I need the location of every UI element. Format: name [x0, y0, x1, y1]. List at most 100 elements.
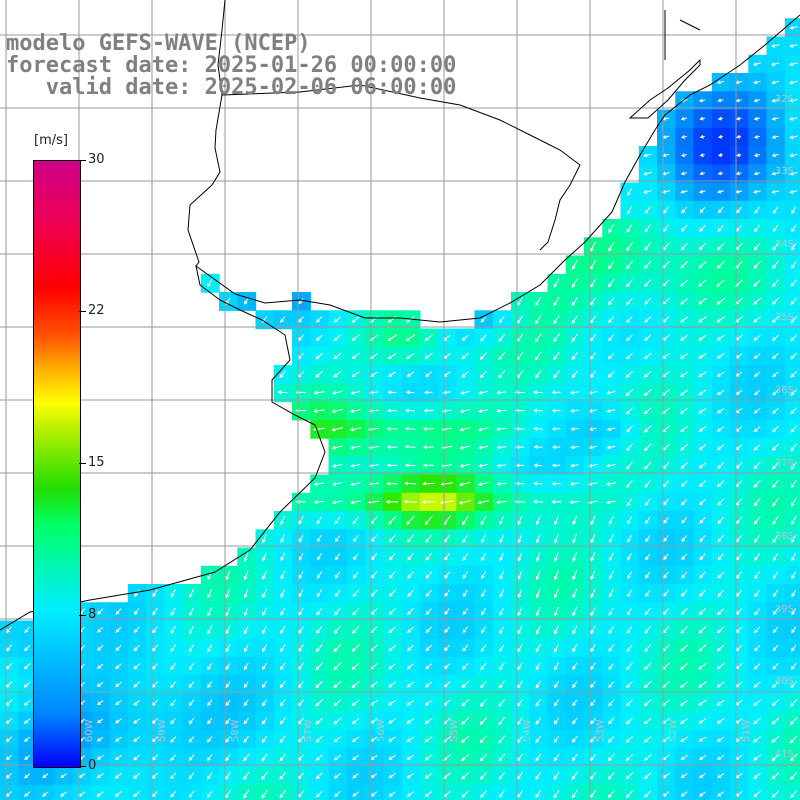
wind-arrow: [315, 644, 323, 653]
wind-arrow: [663, 553, 669, 561]
wind-arrow: [24, 755, 31, 760]
wind-arrow: [791, 206, 797, 215]
wind-arrow: [716, 699, 725, 706]
wind-arrow: [753, 371, 761, 377]
wind-arrow: [406, 718, 415, 724]
wind-arrow: [462, 534, 469, 544]
wind-arrow: [388, 516, 397, 525]
wind-speed-cell: [784, 766, 800, 786]
wind-arrow: [207, 570, 213, 581]
wind-arrow: [533, 481, 543, 486]
wind-arrow: [716, 389, 725, 396]
wind-arrow: [680, 134, 688, 139]
wind-arrow: [6, 644, 12, 652]
wind-arrow: [170, 607, 176, 616]
wind-speed-cell: [730, 602, 749, 622]
colorbar-unit: [m/s]: [34, 133, 68, 148]
wind-arrow: [790, 443, 797, 452]
wind-arrow: [716, 754, 725, 760]
wind-arrow: [625, 699, 633, 707]
wind-arrow: [698, 754, 706, 760]
wind-arrow: [608, 681, 615, 689]
wind-speed-cell: [273, 511, 293, 530]
wind-speed-cell: [237, 602, 257, 622]
wind-speed-cell: [784, 273, 800, 293]
wind-arrow: [498, 753, 506, 762]
wind-arrow: [626, 334, 633, 342]
wind-arrow: [477, 500, 490, 505]
wind-arrow: [424, 371, 433, 377]
wind-arrow: [772, 571, 779, 580]
wind-arrow: [351, 625, 360, 634]
wind-speed-cell: [693, 310, 713, 330]
wind-arrow: [790, 352, 797, 360]
wind-arrow: [279, 699, 286, 707]
wind-arrow: [772, 425, 779, 433]
wind-arrow: [753, 316, 761, 323]
wind-arrow: [789, 25, 798, 30]
wind-arrow: [462, 589, 468, 598]
wind-arrow: [626, 498, 633, 507]
wind-speed-cell: [492, 711, 512, 731]
wind-arrow: [225, 662, 231, 671]
wind-speed-cell: [711, 529, 731, 549]
wind-arrow: [244, 644, 249, 653]
wind-arrow: [698, 389, 707, 396]
wind-speed-cell: [511, 748, 530, 768]
wind-speed-cell: [784, 474, 800, 494]
wind-arrow: [517, 790, 523, 799]
wind-speed-cell: [638, 328, 658, 348]
wind-speed-cell: [292, 675, 311, 695]
wind-arrow: [517, 552, 523, 562]
wind-arrow: [262, 552, 267, 562]
wind-arrow: [644, 498, 651, 506]
wind-arrow: [717, 153, 723, 157]
wind-arrow: [333, 736, 342, 743]
lon-label: 53W: [595, 719, 606, 742]
wind-speed-cell: [328, 638, 348, 658]
wind-speed-cell: [91, 638, 111, 658]
wind-speed-cell: [529, 693, 549, 713]
wind-arrow: [479, 735, 488, 744]
wind-arrow: [772, 407, 779, 414]
wind-arrow: [789, 717, 798, 725]
wind-arrow: [625, 772, 634, 780]
wind-arrow: [498, 680, 505, 689]
wind-arrow: [535, 588, 541, 599]
wind-speed-cell: [784, 438, 800, 457]
wind-arrow: [115, 645, 122, 652]
wind-arrow: [334, 516, 341, 525]
wind-arrow: [716, 736, 725, 742]
wind-arrow: [351, 681, 360, 688]
wind-arrow: [42, 791, 49, 797]
wind-arrow: [626, 461, 633, 470]
wind-speed-cell: [638, 273, 658, 293]
wind-speed-cell: [200, 693, 220, 713]
wind-speed-cell: [602, 346, 622, 366]
wind-arrow: [535, 625, 541, 635]
wind-arrow: [461, 352, 469, 360]
wind-speed-cell: [675, 675, 695, 695]
wind-arrow: [225, 717, 231, 725]
wind-arrow: [407, 552, 414, 561]
wind-speed-cell: [310, 565, 330, 585]
lat-label: 34S: [774, 239, 794, 250]
wind-speed-cell: [456, 346, 476, 366]
wind-arrow: [789, 190, 798, 194]
wind-arrow: [680, 171, 688, 176]
wind-arrow: [115, 663, 122, 670]
wind-arrow: [717, 498, 725, 506]
wind-arrow: [716, 297, 726, 305]
wind-arrow: [480, 644, 487, 652]
wind-arrow: [626, 443, 633, 452]
wind-arrow: [115, 700, 122, 706]
wind-speed-cell: [492, 784, 512, 800]
wind-arrow: [261, 735, 268, 744]
wind-arrow: [625, 735, 634, 743]
wind-arrow: [772, 279, 779, 287]
wind-arrow: [643, 171, 652, 176]
wind-arrow: [424, 790, 433, 798]
wind-speed-cell: [748, 310, 768, 330]
wind-arrow: [207, 279, 213, 288]
wind-speed-cell: [784, 310, 800, 330]
